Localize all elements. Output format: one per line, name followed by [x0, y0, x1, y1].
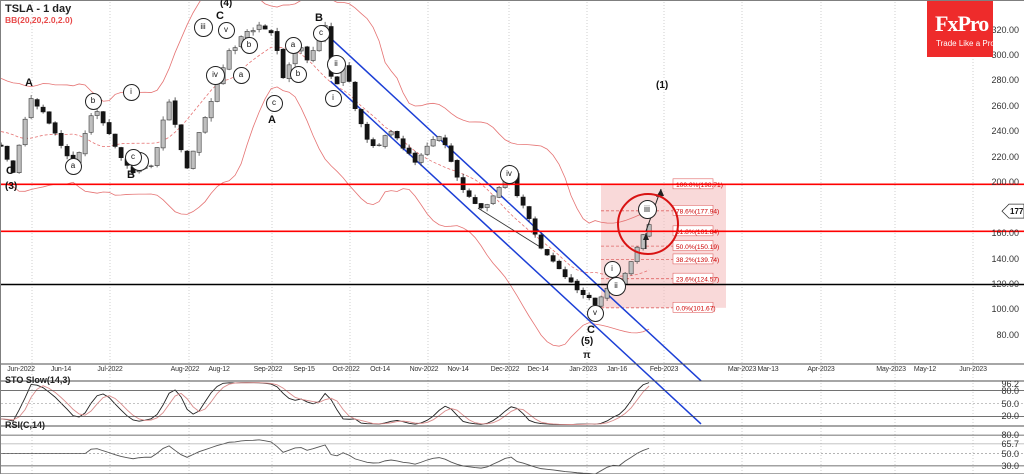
svg-text:50.0%(150.19): 50.0%(150.19) [676, 244, 719, 251]
svg-text:61.8%(161.84): 61.8%(161.84) [676, 229, 719, 236]
svg-text:78.6%(177.94): 78.6%(177.94) [676, 209, 719, 216]
svg-text:177.67: 177.67 [1010, 207, 1024, 216]
svg-text:100.0%(198.71): 100.0%(198.71) [676, 182, 723, 189]
svg-text:38.2%(139.74): 38.2%(139.74) [676, 257, 719, 264]
svg-text:0.0%(101.67): 0.0%(101.67) [676, 306, 716, 313]
svg-text:23.6%(124.57): 23.6%(124.57) [676, 276, 719, 283]
